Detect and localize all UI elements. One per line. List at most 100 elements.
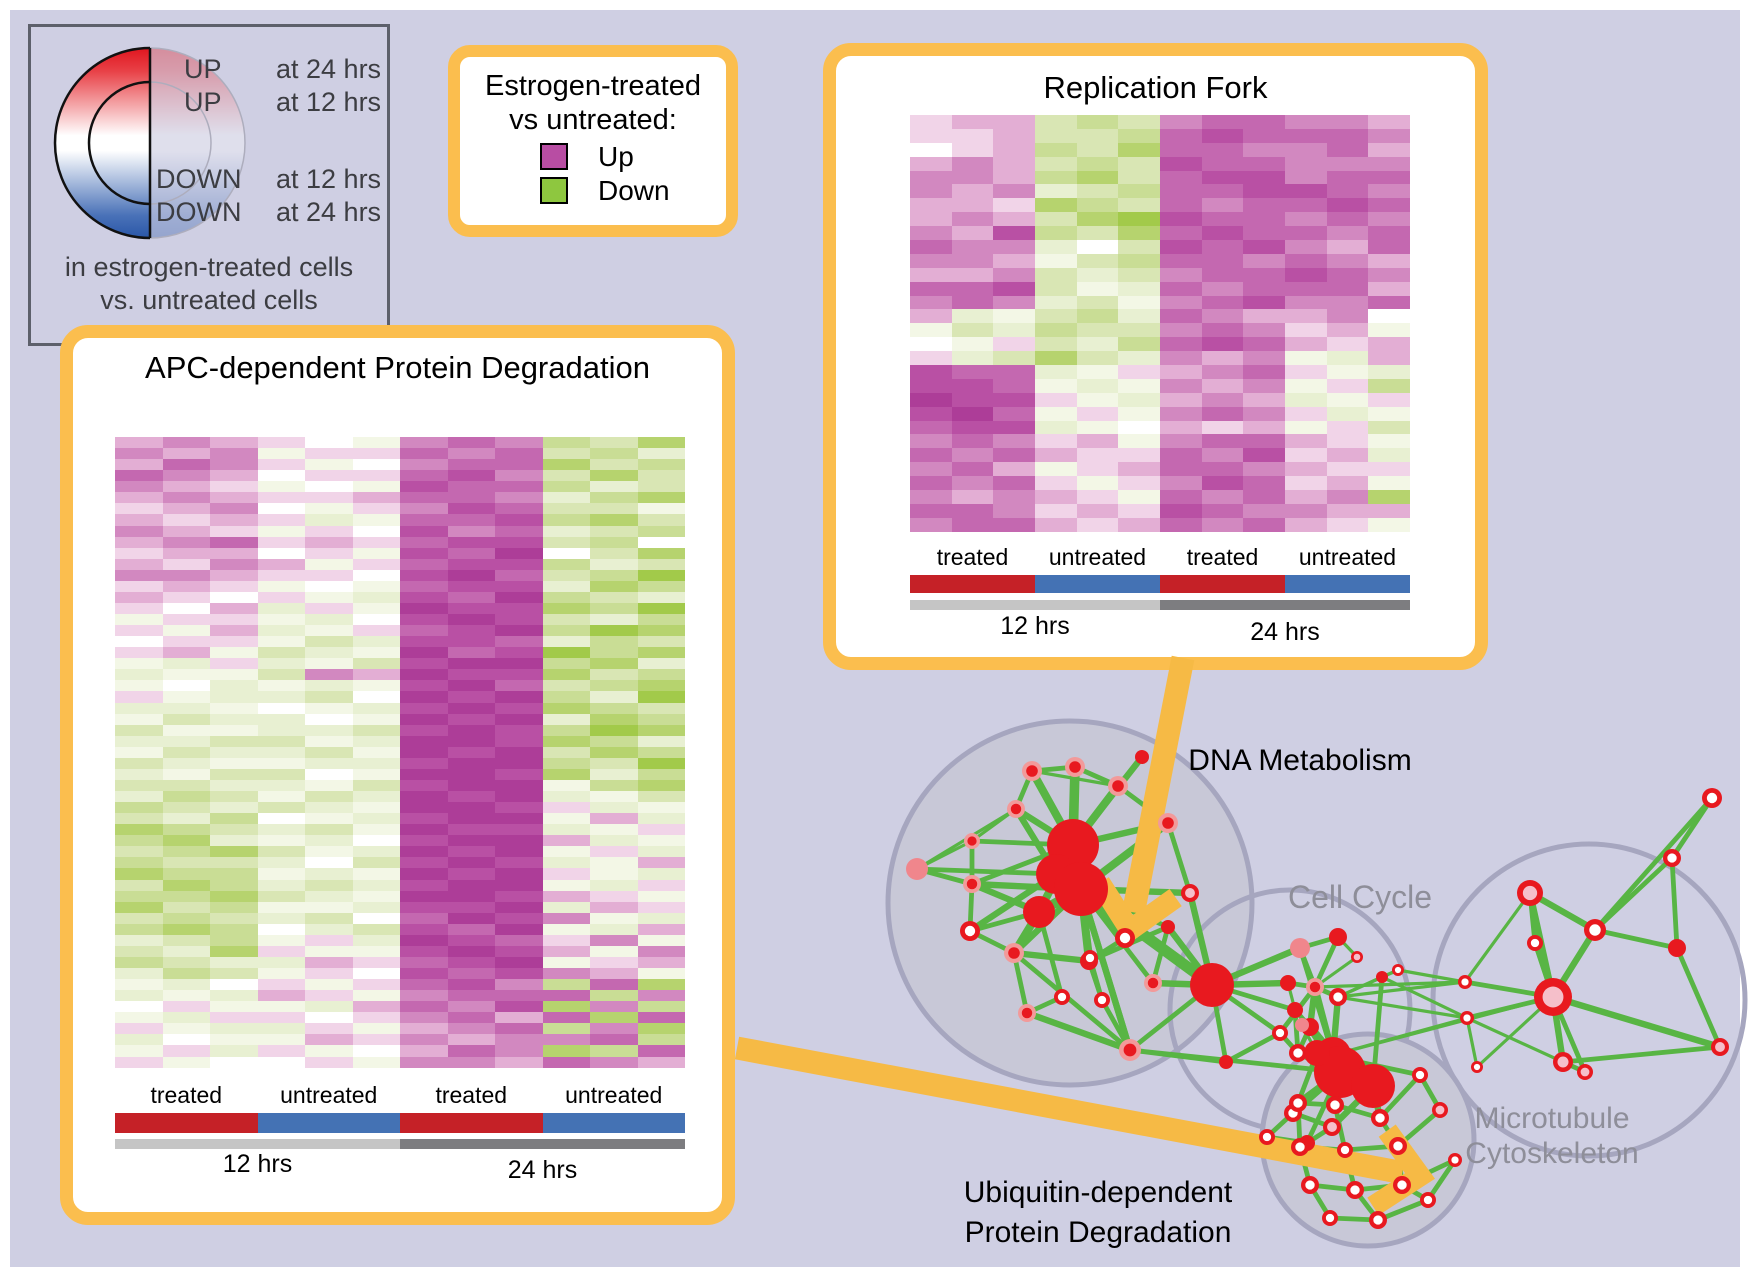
network-node-center [1275, 1028, 1285, 1038]
heatmap-cell [352, 492, 400, 504]
heatmap-cell [495, 757, 543, 769]
heatmap-cell [210, 625, 258, 637]
heatmap-cell [637, 879, 685, 891]
heatmap-cell [590, 791, 638, 803]
heatmap-cell [447, 835, 495, 847]
heatmap-cell [305, 591, 353, 603]
network-node-center [1010, 803, 1022, 815]
heatmap-cell [637, 923, 685, 935]
heatmap-cell [1243, 198, 1286, 213]
heatmap-cell [257, 945, 305, 957]
heatmap-cell [162, 868, 210, 880]
heatmap-cell [305, 647, 353, 659]
heatmap-cell [210, 470, 258, 482]
heatmap-cell [495, 968, 543, 980]
heatmap-cell [115, 558, 163, 570]
untreated-bar [1035, 575, 1160, 593]
heatmap-cell [1368, 184, 1411, 199]
heatmap-cell [993, 517, 1036, 532]
heatmap-cell [1160, 170, 1202, 185]
network-edge [1592, 927, 1680, 951]
timepoint-label-12hrs: 12 hrs [1000, 612, 1070, 640]
heatmap-cell [447, 625, 495, 637]
heatmap-cell [542, 724, 590, 736]
scale-footer-line1: in estrogen-treated cells [64, 252, 354, 282]
heatmap-row [115, 990, 685, 1002]
heatmap-cell [951, 115, 994, 129]
heatmap-cell [257, 536, 305, 548]
heatmap-cell [1201, 156, 1244, 171]
heatmap-cell [447, 658, 495, 670]
heatmap-cell [162, 1034, 210, 1046]
heatmap-cell [115, 459, 163, 471]
network-node-center [1463, 1014, 1471, 1022]
heatmap-cell [1076, 281, 1119, 296]
heatmap-cell [1285, 365, 1327, 379]
heatmap-cell [1076, 517, 1119, 532]
heatmap-cell [257, 824, 305, 836]
heatmap-cell [1076, 309, 1119, 324]
heatmap-cell [210, 1023, 258, 1035]
heatmap-cell [257, 835, 305, 847]
treated-bar [1160, 575, 1285, 593]
heatmap-cell [590, 824, 638, 836]
heatmap-cell [590, 580, 638, 592]
heatmap-cell [352, 768, 400, 780]
heatmap-cell [400, 956, 448, 968]
heatmap-cell [1076, 226, 1119, 241]
heatmap-cell [352, 846, 400, 858]
heatmap-cell [447, 536, 495, 548]
heatmap-cell [115, 857, 163, 869]
heatmap-cell [590, 934, 638, 946]
heatmap-row [115, 956, 685, 968]
heatmap-cell [400, 990, 448, 1002]
heatmap-cell [352, 857, 400, 869]
heatmap-cell [542, 735, 590, 747]
heatmap-cell [305, 492, 353, 504]
heatmap-cell [400, 879, 448, 891]
heatmap-cell [637, 724, 685, 736]
heatmap-cell [1326, 392, 1369, 407]
heatmap-cell [495, 868, 543, 880]
heatmap-row [115, 890, 685, 902]
heatmap-cell [1201, 253, 1244, 268]
heatmap-cell [162, 580, 210, 592]
heatmap-cell [1118, 115, 1161, 129]
group-label-untreated: untreated [565, 1082, 663, 1108]
heatmap-cell [400, 802, 448, 814]
heatmap-cell [115, 979, 163, 991]
heatmap-cell [257, 768, 305, 780]
heatmap-cell [993, 295, 1036, 310]
heatmap-cell [400, 791, 448, 803]
heatmap-cell [1160, 476, 1202, 491]
heatmap-row [115, 558, 685, 570]
network-node-center [1185, 888, 1195, 898]
heatmap-cell [1076, 365, 1119, 379]
heatmap-cell [910, 295, 952, 310]
network-edge [1127, 1047, 1343, 1075]
heatmap-cell [400, 945, 448, 957]
heatmap-cell [951, 212, 994, 227]
heatmap-cell [162, 691, 210, 703]
heatmap-cell [115, 968, 163, 980]
heatmap-cell [352, 724, 400, 736]
heatmap-cell [993, 490, 1036, 504]
network-node-center [1542, 986, 1564, 1008]
heatmap-cell [210, 647, 258, 659]
heatmap-cell [1326, 503, 1369, 518]
heatmap-cell [637, 636, 685, 648]
heatmap-cell [1285, 142, 1327, 157]
heatmap-cell [951, 156, 994, 171]
heatmap-cell [162, 680, 210, 692]
heatmap-cell [115, 746, 163, 758]
heatmap-cell [305, 1012, 353, 1024]
heatmap-cell [1201, 323, 1244, 338]
heatmap-cell [115, 580, 163, 592]
heatmap-row [115, 470, 685, 482]
heatmap-cell [993, 226, 1036, 241]
heatmap-cell [637, 525, 685, 537]
heatmap-cell [1035, 503, 1077, 518]
heatmap-row [115, 813, 685, 825]
heatmap-cell [115, 536, 163, 548]
heatmap-cell [305, 602, 353, 614]
